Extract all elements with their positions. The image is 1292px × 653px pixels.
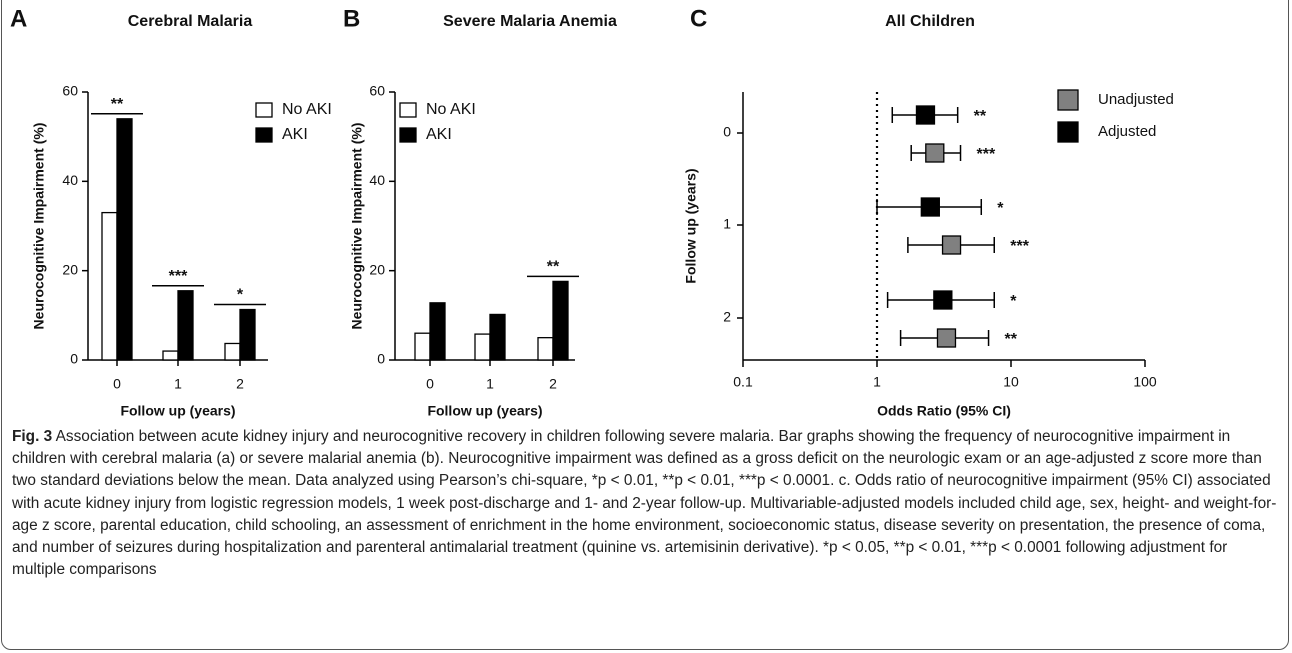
caption-text: Association between acute kidney injury … <box>12 428 1277 579</box>
y-tick-label: 40 <box>62 172 78 188</box>
y-axis-label: Neurocognitive Impairment (%) <box>349 123 365 330</box>
point-estimate <box>933 290 953 310</box>
bar <box>489 313 506 361</box>
y-tick-label: 2 <box>723 309 731 325</box>
significance-label: ** <box>111 96 124 113</box>
x-tick-label: 0 <box>426 376 434 392</box>
point-estimate <box>915 105 936 125</box>
legend-label: AKI <box>282 126 308 143</box>
x-axis-label: Odds Ratio (95% CI) <box>877 403 1011 419</box>
bar <box>429 302 446 361</box>
x-tick-label: 0.1 <box>733 374 753 390</box>
point-estimate <box>925 143 945 163</box>
legend-label: No AKI <box>282 101 332 118</box>
significance-label: * <box>237 287 244 304</box>
significance-label: *** <box>169 268 188 285</box>
y-tick-label: 60 <box>369 83 385 99</box>
panel-letter: A <box>10 5 27 32</box>
point-estimate <box>941 235 962 255</box>
bar <box>116 118 133 361</box>
y-axis-label: Follow up (years) <box>683 168 699 283</box>
bar <box>414 332 431 361</box>
y-tick-label: 0 <box>70 351 78 367</box>
point-estimate <box>936 328 957 348</box>
point-estimate <box>920 197 940 217</box>
chart-title: Severe Malaria Anemia <box>443 13 617 30</box>
x-tick-label: 0 <box>113 376 121 392</box>
bar <box>224 342 241 361</box>
significance-label: * <box>997 200 1004 217</box>
legend-swatch <box>1057 121 1079 143</box>
bar <box>177 290 194 361</box>
significance-label: * <box>1010 293 1017 310</box>
legend-swatch <box>399 127 417 143</box>
significance-label: *** <box>977 146 996 163</box>
bar <box>239 308 256 361</box>
y-tick-label: 20 <box>369 261 385 277</box>
x-tick-label: 1 <box>486 376 494 392</box>
y-tick-label: 40 <box>369 172 385 188</box>
significance-label: ** <box>1005 331 1018 348</box>
bar <box>101 211 118 361</box>
bar <box>537 337 554 361</box>
y-tick-label: 1 <box>723 216 731 232</box>
x-tick-label: 10 <box>1003 374 1019 390</box>
bar <box>474 333 491 361</box>
legend-label: Adjusted <box>1098 123 1156 140</box>
legend-swatch <box>399 102 417 118</box>
x-tick-label: 2 <box>549 376 557 392</box>
caption-label: Fig. 3 <box>12 428 53 445</box>
legend-swatch <box>255 102 273 118</box>
x-tick-label: 1 <box>873 374 881 390</box>
y-axis-label: Neurocognitive Impairment (%) <box>31 123 47 330</box>
x-axis-label: Follow up (years) <box>427 403 542 419</box>
chart-title: Cerebral Malaria <box>128 13 253 30</box>
figure: A Cerebral Malaria Follow up (years) Neuroc… <box>10 5 1174 419</box>
chart-title: All Children <box>885 13 975 30</box>
legend-label: AKI <box>426 126 452 143</box>
caption: Fig. 3 Association between acute kidney … <box>12 426 1280 581</box>
y-tick-label: 0 <box>377 351 385 367</box>
significance-label: ** <box>547 259 560 276</box>
panel-letter: B <box>343 5 360 32</box>
y-tick-label: 20 <box>62 261 78 277</box>
bar <box>552 280 569 361</box>
x-tick-label: 1 <box>174 376 182 392</box>
bar <box>162 350 179 361</box>
legend-label: No AKI <box>426 101 476 118</box>
significance-label: *** <box>1010 238 1029 255</box>
y-tick-label: 0 <box>723 124 731 140</box>
legend-label: Unadjusted <box>1098 91 1174 108</box>
x-tick-label: 2 <box>236 376 244 392</box>
panel-letter: C <box>690 5 707 32</box>
y-tick-label: 60 <box>62 83 78 99</box>
x-axis-label: Follow up (years) <box>120 403 235 419</box>
legend-swatch <box>255 127 273 143</box>
x-tick-label: 100 <box>1133 374 1157 390</box>
legend-swatch <box>1057 89 1079 111</box>
significance-label: ** <box>974 108 987 125</box>
